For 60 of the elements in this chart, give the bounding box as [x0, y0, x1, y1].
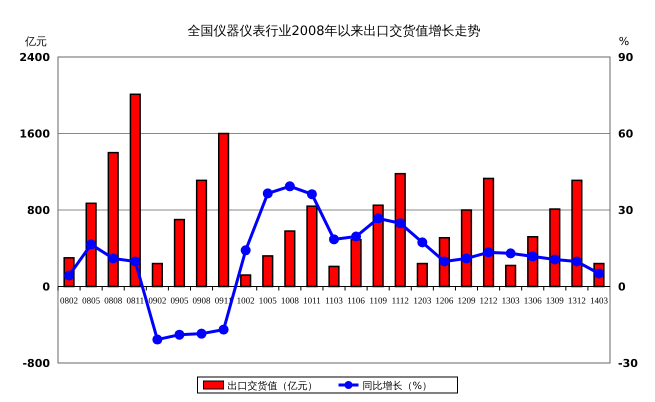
- x-tick-label: 1403: [590, 296, 608, 306]
- x-tick-label: 0908: [192, 296, 212, 306]
- x-tick-label: 1206: [435, 296, 454, 306]
- point: [152, 334, 162, 345]
- point: [528, 251, 538, 262]
- y-tick-label: 1600: [19, 128, 50, 140]
- x-tick-label: 0808: [104, 296, 123, 306]
- x-tick-label: 1209: [457, 296, 476, 306]
- x-tick-label: 1106: [347, 296, 366, 306]
- x-tick-label: 0805: [82, 296, 101, 306]
- point: [439, 256, 450, 267]
- x-tick-label: 1306: [524, 296, 542, 306]
- x-tick-label: 1008: [280, 296, 300, 306]
- point: [306, 189, 317, 200]
- y2-tick-label: 30: [618, 204, 634, 217]
- x-tick-label: 1005: [258, 296, 278, 306]
- x-tick-label: 1312: [568, 296, 586, 306]
- point: [174, 330, 184, 340]
- point: [417, 237, 428, 248]
- y-tick-label: -800: [22, 357, 50, 370]
- point: [329, 234, 339, 244]
- y2-tick-label: 60: [618, 128, 634, 140]
- x-tick-label: 1103: [325, 296, 344, 306]
- point: [484, 247, 494, 258]
- legend-label: 同比增长（%）: [362, 380, 432, 392]
- point: [506, 248, 516, 258]
- x-tick-label: 0905: [170, 296, 189, 306]
- point: [262, 188, 273, 198]
- point: [572, 256, 582, 267]
- point: [240, 245, 251, 256]
- point: [108, 253, 118, 264]
- chart-title: 全国仪器仪表行业2008年以来出口交货值增长走势: [187, 23, 481, 39]
- y-axis-title: 亿元: [24, 35, 47, 48]
- point: [351, 232, 362, 242]
- x-tick-label: 1203: [413, 296, 432, 306]
- y2-tick-label: -30: [618, 357, 638, 370]
- point: [196, 328, 207, 339]
- x-tick-label: 1112: [392, 296, 409, 306]
- x-tick-label: 0802: [60, 296, 78, 306]
- point: [86, 239, 96, 250]
- y2-axis-title: %: [618, 35, 630, 48]
- legend-label: 出口交货值（亿元）: [228, 380, 318, 392]
- point: [395, 218, 406, 228]
- y2-tick-label: 90: [618, 51, 634, 64]
- y-tick-label: 2400: [19, 51, 50, 64]
- x-tick-label: 1303: [502, 296, 520, 306]
- x-tick-label: 1011: [303, 296, 321, 306]
- x-tick-label: 1002: [236, 296, 255, 306]
- x-tick-label: 1309: [546, 296, 564, 306]
- x-tick-label: 0902: [148, 296, 166, 306]
- y-tick-label: 800: [27, 204, 50, 217]
- x-tick-label: 1212: [480, 296, 498, 306]
- y2-tick-label: 0: [618, 280, 626, 294]
- y-tick-label: 0: [42, 280, 50, 294]
- x-tick-label: 0811: [126, 296, 144, 306]
- point: [284, 181, 295, 192]
- point: [130, 256, 140, 267]
- point: [218, 324, 229, 335]
- point: [461, 253, 472, 264]
- x-tick-label: 1109: [369, 296, 388, 306]
